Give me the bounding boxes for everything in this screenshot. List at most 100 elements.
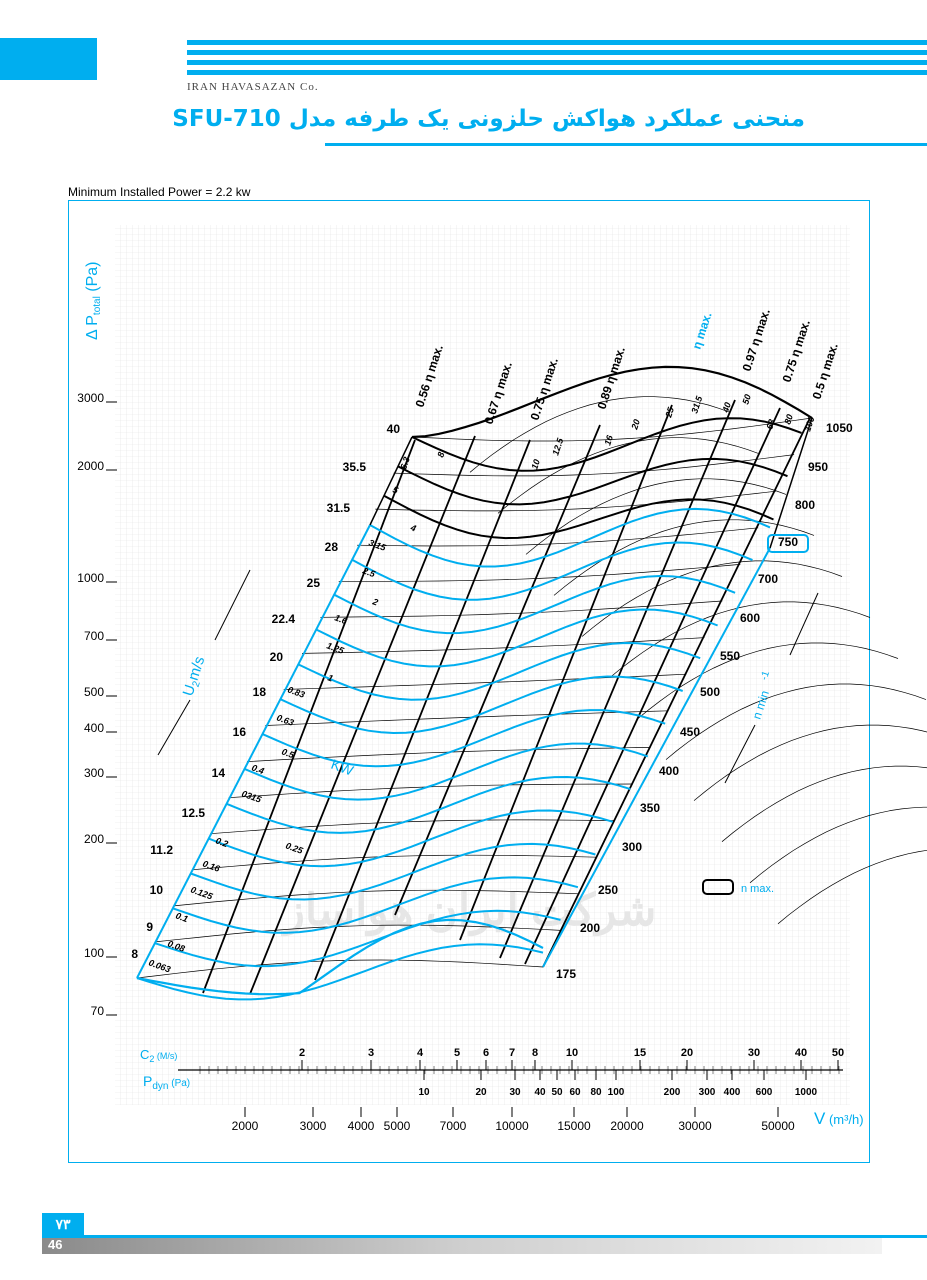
power-curve: [369, 507, 771, 568]
u2-guide: [157, 699, 191, 756]
speed-value: 600: [740, 611, 760, 625]
power-curve: [226, 775, 631, 834]
envelope-right-upper: [769, 417, 813, 549]
header-rule: [187, 50, 927, 55]
speed-arc: [693, 724, 927, 801]
u2-value: 11.2: [150, 843, 173, 857]
power-curve: [190, 842, 596, 901]
speed-ray: [265, 710, 669, 726]
x-tick-label: 20000: [610, 1119, 644, 1133]
speed-value: 800: [795, 498, 815, 512]
grid-background: [115, 225, 850, 1105]
u2-value: 18: [253, 685, 267, 699]
page-title: منحنی عملکرد هواکش حلزونی یک طرفه مدل SF…: [172, 106, 805, 132]
pdyn-tick-label: 1000: [795, 1087, 818, 1098]
power-curve: [136, 943, 544, 1001]
pdyn-tick-label: 40: [534, 1087, 546, 1098]
kw-value: 0.1: [174, 910, 189, 924]
min-installed-power: Minimum Installed Power = 2.2 kw: [68, 185, 251, 199]
speed-value: 950: [808, 460, 828, 474]
u2-value: 8: [131, 947, 138, 961]
title-underline: [325, 143, 927, 146]
header-rule: [187, 70, 927, 75]
speed-arc: [749, 806, 927, 884]
u2-value: 10: [150, 883, 164, 897]
power-curve: [244, 742, 649, 801]
header-rule: [187, 60, 927, 65]
pdyn-tick-label: 60: [569, 1087, 581, 1098]
kw-value: 40: [720, 401, 733, 415]
c2-label: C2 (M/s): [140, 1047, 177, 1064]
u2-axis-label: U2m/s: [180, 654, 211, 698]
y-tick-label: 100: [84, 946, 104, 960]
c2-tick-label: 6: [483, 1047, 489, 1059]
y-tick-label: 500: [84, 685, 104, 699]
kw-value: 0.2: [214, 835, 229, 849]
speed-ray: [393, 454, 795, 477]
header-rule: [187, 40, 927, 45]
u2-value: 40: [387, 422, 401, 436]
kw-value: 80: [782, 413, 795, 426]
y-tick-label: 200: [84, 832, 104, 846]
u2-value: 14: [212, 766, 226, 780]
page-number: 46: [48, 1237, 63, 1252]
power-curve: [351, 541, 753, 601]
speed-max-box: [767, 534, 809, 553]
power-curve: [208, 809, 614, 868]
envelope-right: [542, 547, 771, 968]
pdyn-tick-label: 50: [551, 1087, 563, 1098]
pdyn-tick-label: 300: [699, 1087, 716, 1098]
speed-ray: [338, 564, 741, 582]
envelope-left: [136, 524, 371, 979]
x-tick-label: 7000: [440, 1119, 467, 1133]
footer-band: [42, 1238, 882, 1254]
kw-value: 5: [391, 484, 400, 495]
y-tick-label: 700: [84, 629, 104, 643]
speed-value: 175: [556, 967, 576, 981]
power-curve-black: [411, 417, 802, 472]
c2-tick-label: 10: [566, 1047, 578, 1059]
c2-tick-label: 40: [795, 1047, 807, 1059]
chart-frame: [68, 200, 870, 1163]
kw-value: 63: [764, 418, 777, 431]
envelope-bottom: [136, 918, 544, 996]
speed-value: 200: [580, 921, 600, 935]
kw-value: 0.5: [280, 746, 296, 760]
speed-guide: [724, 724, 756, 784]
speed-ray: [136, 959, 544, 979]
speed-value: 750: [778, 535, 798, 549]
power-curve: [333, 574, 736, 635]
speed-ray: [375, 490, 777, 512]
speed-ray: [411, 417, 813, 442]
y-tick-label: 3000: [77, 391, 104, 405]
power-curve: [154, 909, 561, 968]
c2-tick-label: 50: [832, 1047, 844, 1059]
header-accent-block: [0, 38, 97, 80]
speed-arc: [721, 765, 927, 842]
power-curve-black: [397, 457, 788, 506]
speed-ray: [173, 889, 579, 907]
y-tick-label: 300: [84, 766, 104, 780]
c2-tick-label: 20: [681, 1047, 693, 1059]
u2-value: 12.5: [182, 806, 206, 820]
speed-arc: [581, 560, 843, 637]
footer-fa-page: ۷۳: [42, 1213, 84, 1235]
speed-ray: [356, 527, 759, 547]
speed-value: 1050: [826, 421, 853, 435]
speed-arc: [777, 849, 927, 925]
legend-nmax-box: [702, 879, 734, 895]
speed-value: 250: [598, 883, 618, 897]
pdyn-tick-label: 80: [590, 1087, 602, 1098]
u2-value: 28: [325, 540, 339, 554]
pdyn-tick-label: 600: [756, 1087, 773, 1098]
power-curve: [262, 709, 666, 768]
power-curve: [297, 641, 701, 701]
u2-value: 16: [233, 725, 247, 739]
speed-arc: [469, 396, 731, 473]
kw-value: 50: [740, 393, 753, 406]
speed-arc: [637, 642, 899, 719]
speed-ray: [301, 637, 705, 654]
x-tick-label: 4000: [348, 1119, 375, 1133]
efficiency-line: [459, 404, 673, 941]
